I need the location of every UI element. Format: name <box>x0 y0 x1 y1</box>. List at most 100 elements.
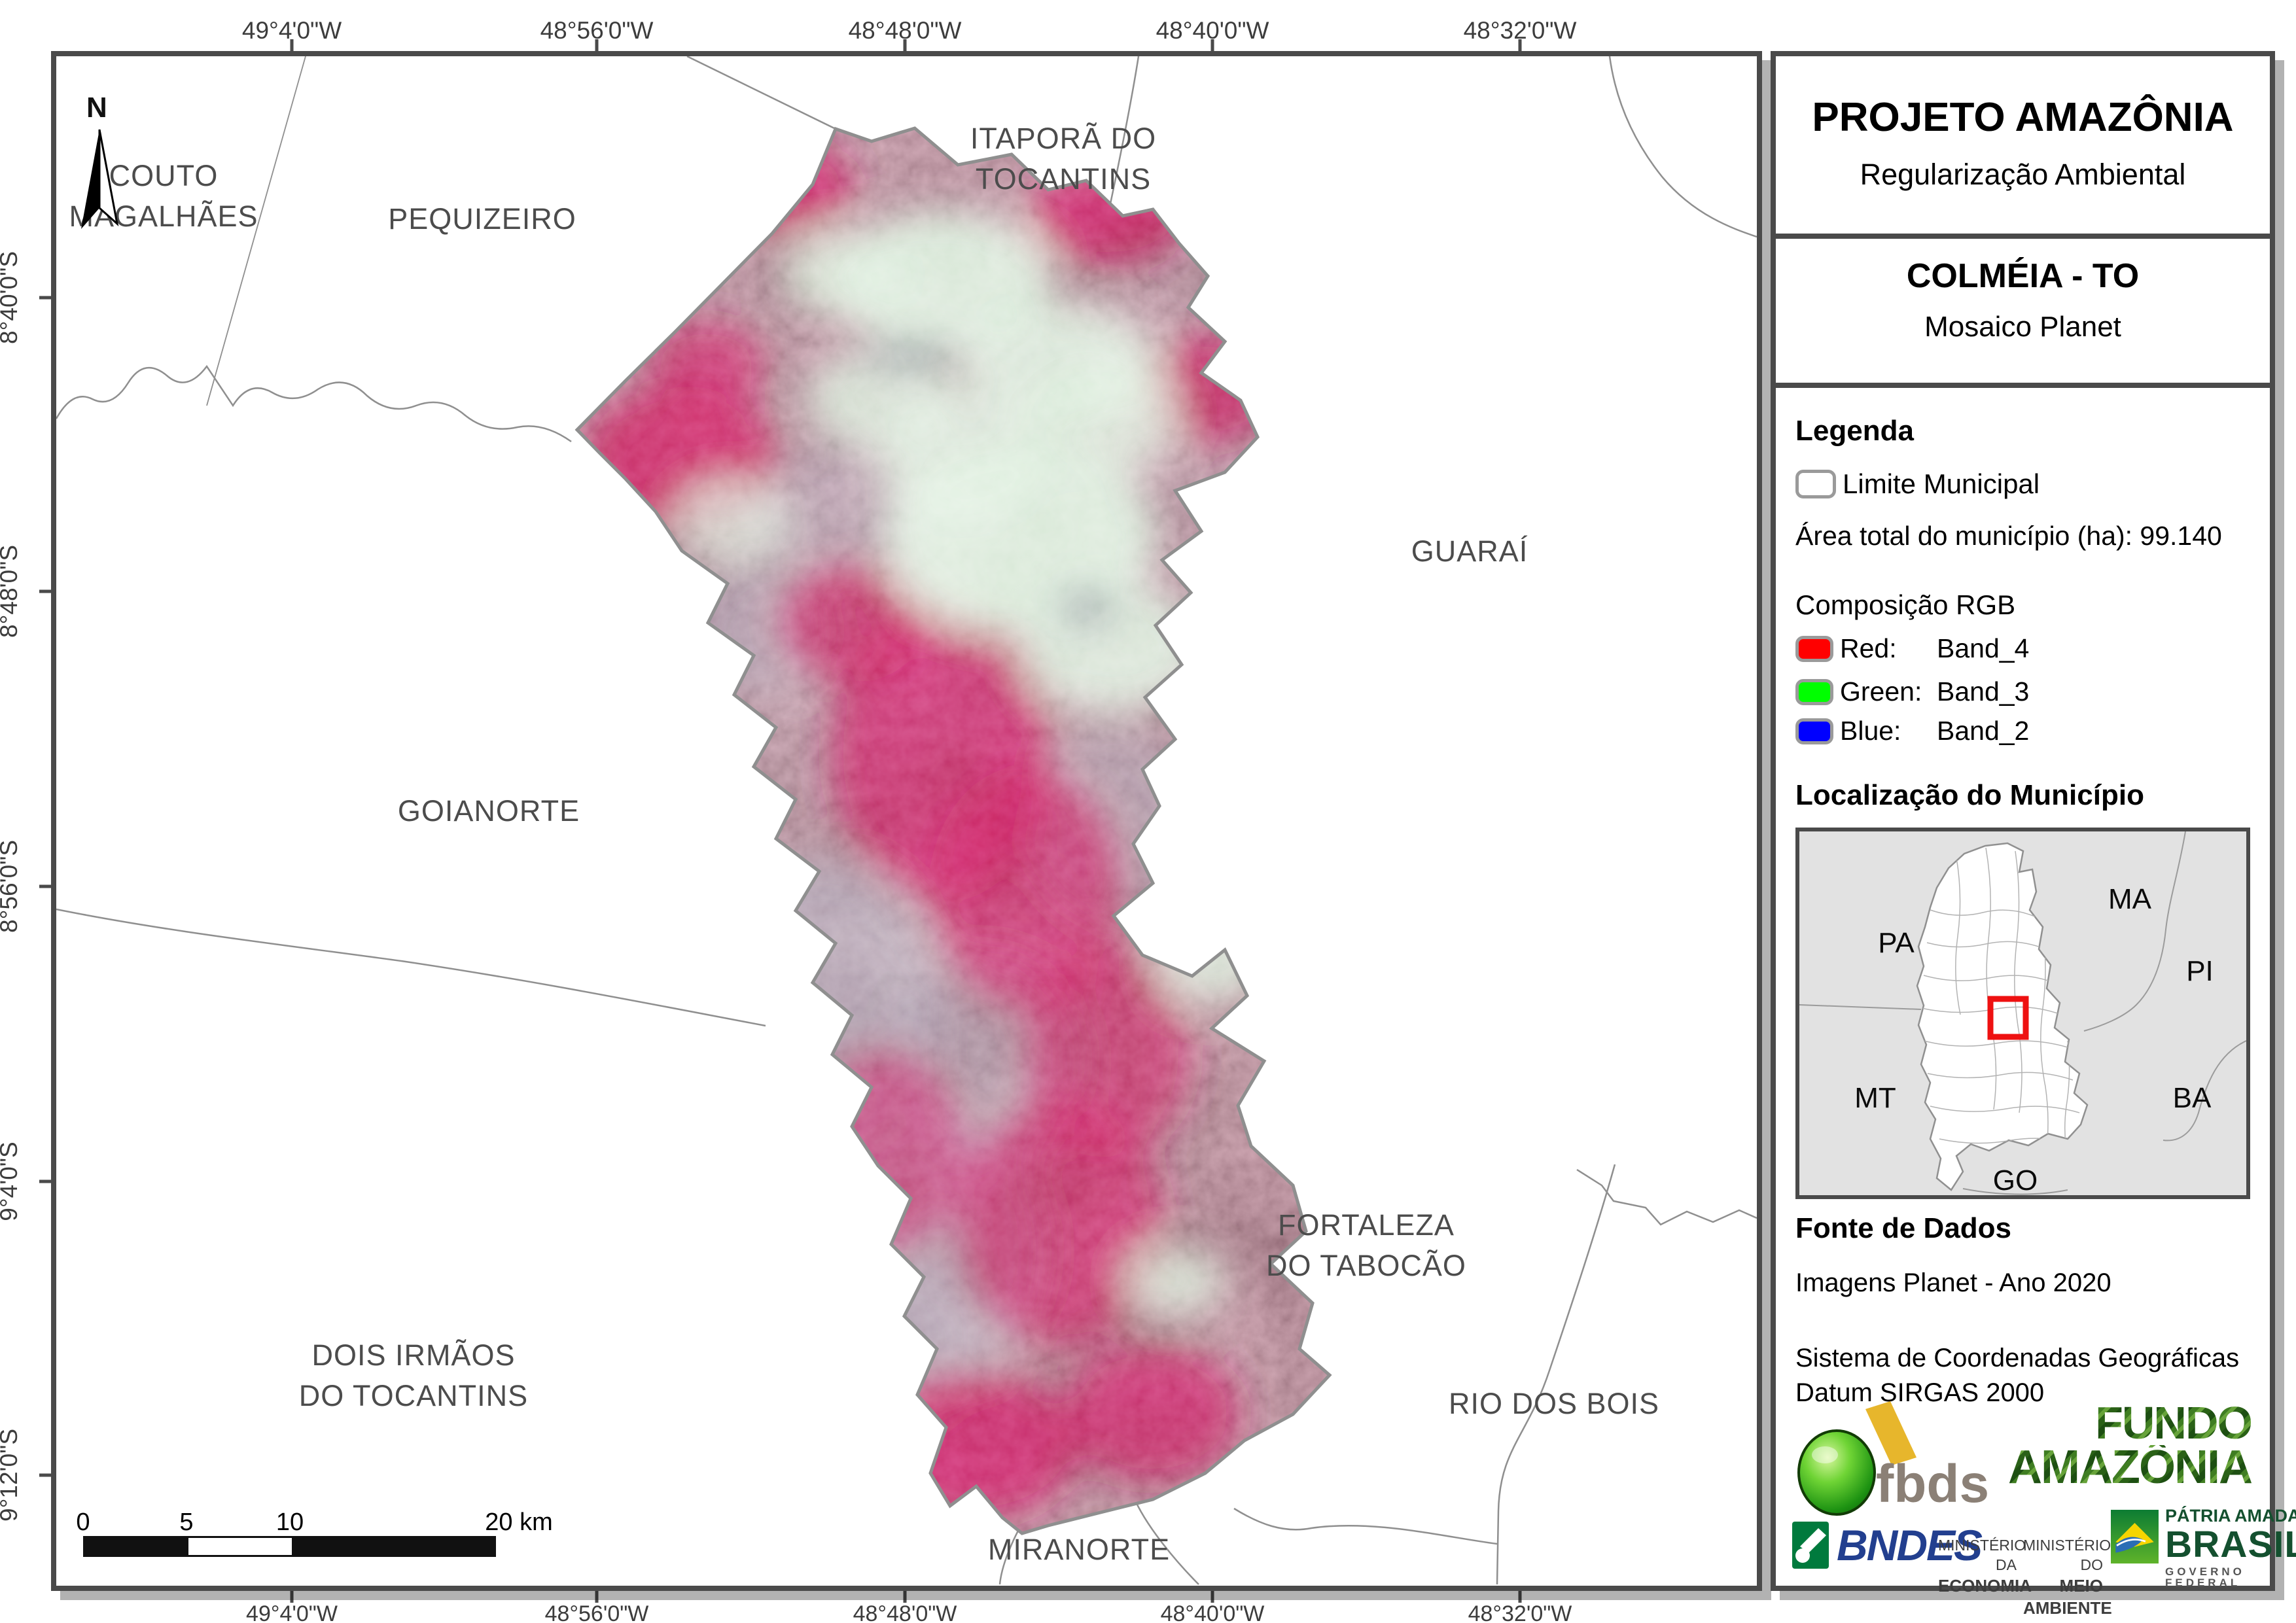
municipal-boundary-lines <box>56 56 1757 1585</box>
tick-mark <box>595 39 599 52</box>
product-name: Mosaico Planet <box>1924 311 2121 343</box>
state-label-go: GO <box>1993 1164 2038 1195</box>
lon-label-bottom: 48°48'0"W <box>853 1601 957 1623</box>
place-label-miranorte: MIRANORTE <box>987 1533 1171 1566</box>
scalebar-label-10: 10 <box>275 1509 304 1536</box>
north-arrow: N <box>77 92 136 242</box>
tick-mark <box>903 1590 907 1603</box>
scale-bar <box>83 1536 496 1557</box>
lon-label-bottom: 48°32'0"W <box>1468 1601 1572 1623</box>
tick-mark <box>39 296 52 300</box>
legend-heading: Legenda <box>1795 415 1914 447</box>
bndes-logo: BNDES <box>1792 1520 1983 1570</box>
scalebar-label-0: 0 <box>76 1509 90 1536</box>
municipality-mesh <box>1920 847 2080 1166</box>
fundo-amazonia-line1: FUNDO <box>2095 1397 2253 1448</box>
scale-bar-segment <box>292 1538 494 1555</box>
green-band: Band_3 <box>1937 676 2030 707</box>
place-label-pequizeiro: PEQUIZEIRO <box>388 202 576 236</box>
ministerio-meio-ambiente-line2: MEIO AMBIENTE <box>2023 1575 2112 1618</box>
bndes-icon <box>1792 1522 1829 1569</box>
lat-label: 8°48'0"S <box>0 545 22 638</box>
tick-mark <box>290 1590 294 1603</box>
tick-mark <box>595 1590 599 1603</box>
lon-label-bottom: 49°4'0"W <box>246 1601 338 1623</box>
place-label-goianorte: GOIANORTE <box>397 794 580 828</box>
patria-amada-line2: BRASIL <box>2164 1523 2296 1565</box>
tick-mark <box>39 589 52 593</box>
legend-item-blue: Blue: Band_2 <box>1795 716 2029 746</box>
lon-label-bottom: 48°40'0"W <box>1160 1601 1265 1623</box>
scale-bar-segment <box>85 1538 188 1555</box>
info-panel: PROJETO AMAZÔNIA Regularização Ambiental… <box>1771 51 2296 1618</box>
brazil-flag-icon <box>2111 1509 2159 1564</box>
legend-item-green: Green: Band_3 <box>1795 676 2029 707</box>
red-label: Red: <box>1840 633 1897 663</box>
green-swatch <box>1795 678 1833 705</box>
green-label: Green: <box>1840 676 1922 707</box>
lat-label: 8°40'0"S <box>0 251 22 344</box>
patria-amada-line3: GOVERNO FEDERAL <box>2164 1565 2245 1589</box>
municipality-outline <box>574 126 1332 1535</box>
place-label-itapora: ITAPORÃ DO TOCANTINS <box>970 122 1157 196</box>
scale-bar-segment <box>188 1538 292 1555</box>
lat-label: 9°12'0"S <box>0 1429 22 1522</box>
red-band: Band_4 <box>1937 633 2030 663</box>
fbds-green-sphere <box>1797 1429 1876 1516</box>
area-total-label: Área total do município (ha): 99.140 <box>1795 521 2222 551</box>
blue-label: Blue: <box>1840 716 1901 746</box>
governo-federal-logo: PÁTRIA AMADA BRASIL GOVERNO FEDERAL <box>2111 1507 2296 1588</box>
place-label-dois-irmaos: DOIS IRMÃOS DO TOCANTINS <box>298 1338 529 1412</box>
divider <box>1776 234 2270 239</box>
red-swatch <box>1795 635 1833 662</box>
ministerio-meio-ambiente-line1: MINISTÉRIO DO <box>2023 1537 2111 1573</box>
tick-mark <box>39 884 52 888</box>
map-graphics <box>56 56 1757 1585</box>
ministerio-economia-line1: MINISTÉRIO DA <box>1938 1537 2026 1573</box>
municipality-highlight-rect <box>1987 996 2029 1040</box>
fbds-yellow-stroke <box>1865 1401 1916 1465</box>
tick-mark <box>39 1473 52 1477</box>
tick-mark <box>1210 1590 1214 1603</box>
divider <box>1776 383 2270 388</box>
scalebar-label-5: 5 <box>179 1509 194 1536</box>
coordinate-system-line: Sistema de Coordenadas Geográficas <box>1795 1344 2240 1372</box>
lon-label-bottom: 48°56'0"W <box>544 1601 649 1623</box>
fundo-amazonia-line2: AMAZÔNIA <box>2008 1440 2253 1493</box>
legend-item-label: Limite Municipal <box>1843 468 2040 499</box>
tick-mark <box>1518 39 1522 52</box>
legend-item-red: Red: Band_4 <box>1795 633 2029 664</box>
bndes-wordmark: BNDES <box>1837 1521 1983 1569</box>
lat-label: 9°4'0"S <box>0 1142 22 1221</box>
ministerio-economia-line2: ECONOMIA <box>1938 1575 2032 1596</box>
tick-mark <box>290 39 294 52</box>
patria-amada-line1: PÁTRIA AMADA <box>2164 1506 2296 1526</box>
rgb-heading: Composição RGB <box>1795 589 2016 620</box>
north-arrow-icon <box>81 129 119 229</box>
scalebar-label-20: 20 km <box>485 1509 553 1536</box>
ministerio-meio-ambiente: MINISTÉRIO DO MEIO AMBIENTE <box>2023 1536 2112 1619</box>
fbds-logo: fbds <box>1792 1397 1989 1531</box>
north-label: N <box>86 92 107 124</box>
place-label-guarai: GUARAÍ <box>1411 534 1528 568</box>
fbds-wordmark: fbds <box>1876 1454 1988 1514</box>
locator-map: PA MA PI MT BA GO <box>1795 828 2250 1199</box>
satellite-mosaic <box>574 126 1332 1535</box>
locator-map-graphics: PA MA PI MT BA GO <box>1799 831 2247 1196</box>
state-label-pi: PI <box>2186 955 2214 987</box>
fundo-amazonia-logo: FUNDO AMAZÔNIA <box>2008 1397 2253 1493</box>
municipality-name: COLMÉIA - TO <box>1906 257 2140 295</box>
data-source-line: Imagens Planet - Ano 2020 <box>1795 1268 2111 1297</box>
lat-label: 8°56'0"S <box>0 840 22 933</box>
page-subtitle: Regularização Ambiental <box>1860 158 2186 191</box>
place-label-rio-dos-bois: RIO DOS BOIS <box>1448 1387 1660 1420</box>
place-label-fortaleza: FORTALEZA DO TABOCÃO <box>1266 1208 1466 1282</box>
tick-mark <box>39 1179 52 1183</box>
map-canvas <box>51 51 1762 1591</box>
state-label-pa: PA <box>1878 927 1915 959</box>
tick-mark <box>1210 39 1214 52</box>
tocantins-shape <box>1916 842 2089 1191</box>
state-boundary-lines <box>1799 831 2247 1195</box>
blue-band: Band_2 <box>1937 716 2030 746</box>
